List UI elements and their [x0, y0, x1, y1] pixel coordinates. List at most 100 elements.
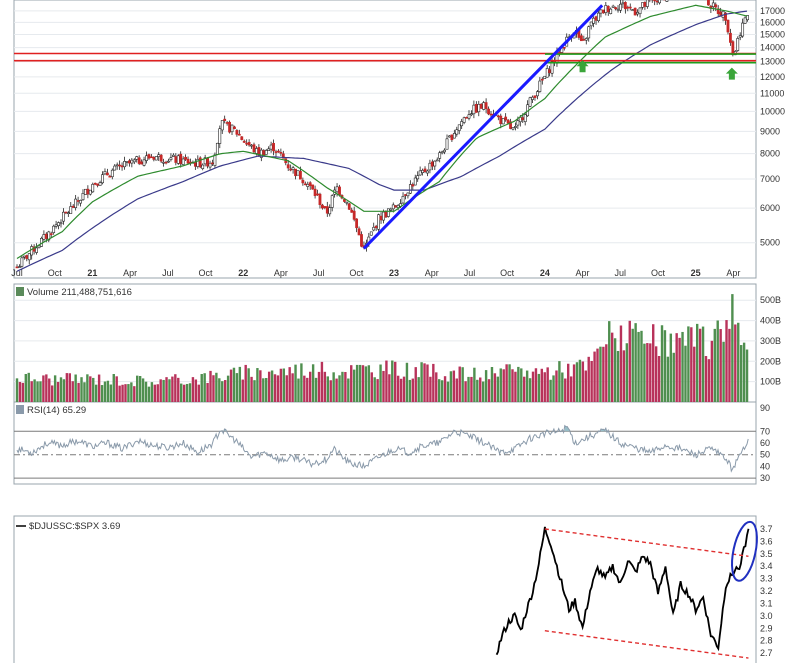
- volume-bar: [282, 368, 286, 402]
- price-candle-body: [433, 160, 437, 167]
- volume-bar: [405, 362, 409, 402]
- price-candle-body: [269, 144, 273, 150]
- ratio-line: [495, 520, 758, 659]
- volume-bar: [663, 330, 667, 402]
- volume-bar: [188, 383, 192, 402]
- price-candle-body: [435, 159, 439, 162]
- volume-bar: [127, 384, 130, 402]
- volume-bar: [605, 344, 608, 402]
- price-candle-body: [707, 0, 710, 6]
- volume-bar: [608, 321, 611, 402]
- price-candle-body: [421, 169, 424, 173]
- price-candle-body: [137, 157, 141, 164]
- price-candle-body: [18, 266, 21, 268]
- price-candle-body: [118, 164, 122, 167]
- price-candle-body: [262, 150, 266, 156]
- price-candle-body: [277, 150, 280, 153]
- price-candle-body: [531, 96, 534, 100]
- volume-bar: [177, 377, 180, 402]
- price-candle-body: [157, 154, 161, 157]
- price-candle-body: [142, 159, 146, 166]
- price-candle-body: [250, 144, 253, 147]
- price-candle-body: [479, 103, 483, 109]
- volume-bar: [373, 377, 376, 402]
- price-candle-body: [350, 209, 354, 213]
- volume-bar: [361, 365, 365, 402]
- volume-bar: [476, 379, 479, 402]
- volume-bar: [171, 376, 174, 402]
- volume-bar: [543, 372, 546, 402]
- price-candle-body: [536, 91, 539, 97]
- x-tick-label: Jul: [313, 268, 325, 278]
- volume-bar: [470, 376, 473, 402]
- price-tick-label: 14000: [760, 43, 785, 53]
- x-tick-label: 21: [87, 268, 97, 278]
- price-candle-body: [66, 212, 70, 214]
- x-tick-label: Apr: [425, 268, 439, 278]
- price-candle-body: [736, 38, 740, 51]
- price-candle-body: [211, 162, 214, 165]
- price-candle-body: [81, 193, 85, 201]
- volume-bar: [358, 364, 362, 402]
- volume-bar: [713, 328, 716, 402]
- price-candle-body: [237, 133, 241, 136]
- price-candle-body: [369, 231, 373, 236]
- volume-bar: [344, 372, 347, 402]
- volume-bar: [133, 386, 136, 402]
- price-candle-body: [386, 208, 390, 217]
- price-candle-body: [279, 152, 283, 154]
- volume-bar: [399, 378, 403, 402]
- volume-bar: [118, 385, 121, 402]
- price-candle-body: [589, 21, 593, 27]
- price-candle-body: [601, 9, 605, 14]
- price-candle-body: [450, 134, 454, 141]
- price-candle-body: [147, 154, 151, 159]
- volume-bar: [206, 383, 209, 402]
- channel-lower-line: [544, 630, 749, 659]
- volume-axis: 100B 200B 300B 400B 500B: [760, 295, 781, 386]
- volume-bar: [449, 371, 453, 402]
- price-candle-body: [496, 115, 500, 118]
- price-candle-body: [57, 222, 60, 227]
- price-candle-body: [93, 182, 97, 185]
- volume-bar: [622, 350, 626, 402]
- volume-bar: [558, 361, 561, 402]
- price-candle-body: [343, 199, 346, 202]
- price-candle-body: [145, 155, 148, 161]
- price-candle-body: [338, 186, 341, 196]
- volume-bar: [479, 377, 482, 402]
- volume-bar: [631, 328, 634, 402]
- price-candle-body: [313, 188, 317, 196]
- price-candle-body: [391, 204, 395, 210]
- price-candle-body: [220, 120, 224, 131]
- price-candle-body: [272, 142, 275, 152]
- volume-bar: [719, 329, 722, 402]
- price-candle-body: [308, 182, 312, 186]
- volume-bar: [581, 361, 585, 402]
- price-candle-body: [352, 210, 356, 220]
- volume-bar: [446, 381, 450, 402]
- price-candle-body: [614, 7, 617, 10]
- ratio-tick-label: 3.2: [760, 586, 773, 596]
- volume-bar: [56, 381, 60, 402]
- volume-bar: [30, 381, 33, 402]
- volume-bar: [165, 377, 168, 402]
- volume-bar: [136, 375, 139, 402]
- volume-bar: [24, 373, 28, 402]
- volume-bar: [212, 375, 215, 402]
- volume-bar: [103, 381, 107, 402]
- price-tick-label: 15000: [760, 30, 785, 40]
- ratio-tick-label: 3.1: [760, 598, 773, 608]
- volume-bar: [370, 372, 373, 402]
- volume-bar: [429, 376, 432, 402]
- volume-bar: [308, 371, 312, 402]
- price-candle-body: [96, 183, 100, 186]
- price-candle-body: [206, 157, 209, 167]
- price-candle-body: [360, 234, 363, 247]
- price-candle-body: [655, 0, 659, 3]
- ratio-tick-label: 3.6: [760, 536, 773, 546]
- price-candle-body: [746, 15, 749, 21]
- volume-bar: [678, 337, 681, 402]
- volume-bar: [455, 378, 458, 402]
